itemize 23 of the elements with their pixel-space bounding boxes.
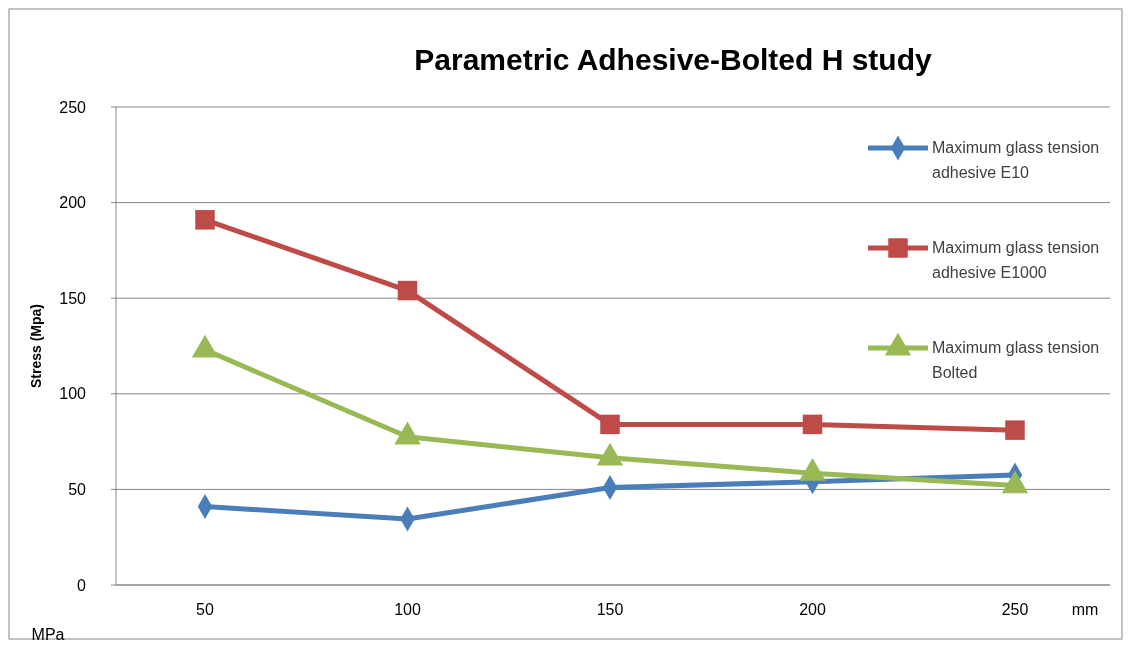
legend-label: Maximum glass tension adhesive E1000 [932,239,1100,281]
y-tick-label: 50 [68,481,87,498]
x-axis-title: mm [1071,601,1099,618]
y-tick-label: 200 [59,194,87,212]
chart-title: Parametric Adhesive-Bolted H study [414,43,932,76]
point [397,280,418,301]
y-tick-label: 150 [59,289,87,307]
x-tick-label: 100 [394,601,421,618]
text: MPa [31,626,65,643]
point [1005,420,1025,440]
y-axis-title: Stress (Mpa) [28,303,44,389]
x-tick-label: 150 [596,601,624,618]
y-tick-label: 100 [59,385,87,403]
point [195,210,215,230]
point [600,414,620,435]
legend-label: Maximum glass tension Bolted [932,339,1100,381]
x-tick-label: 200 [799,601,826,618]
x-tick-label: 250 [1001,601,1029,618]
legend-label: Maximum glass tension adhesive E10 [932,139,1100,181]
y-tick-label: 0 [77,576,87,594]
x-tick-label: 50 [196,601,214,618]
point [802,414,823,435]
y-tick-label: 250 [59,98,87,116]
